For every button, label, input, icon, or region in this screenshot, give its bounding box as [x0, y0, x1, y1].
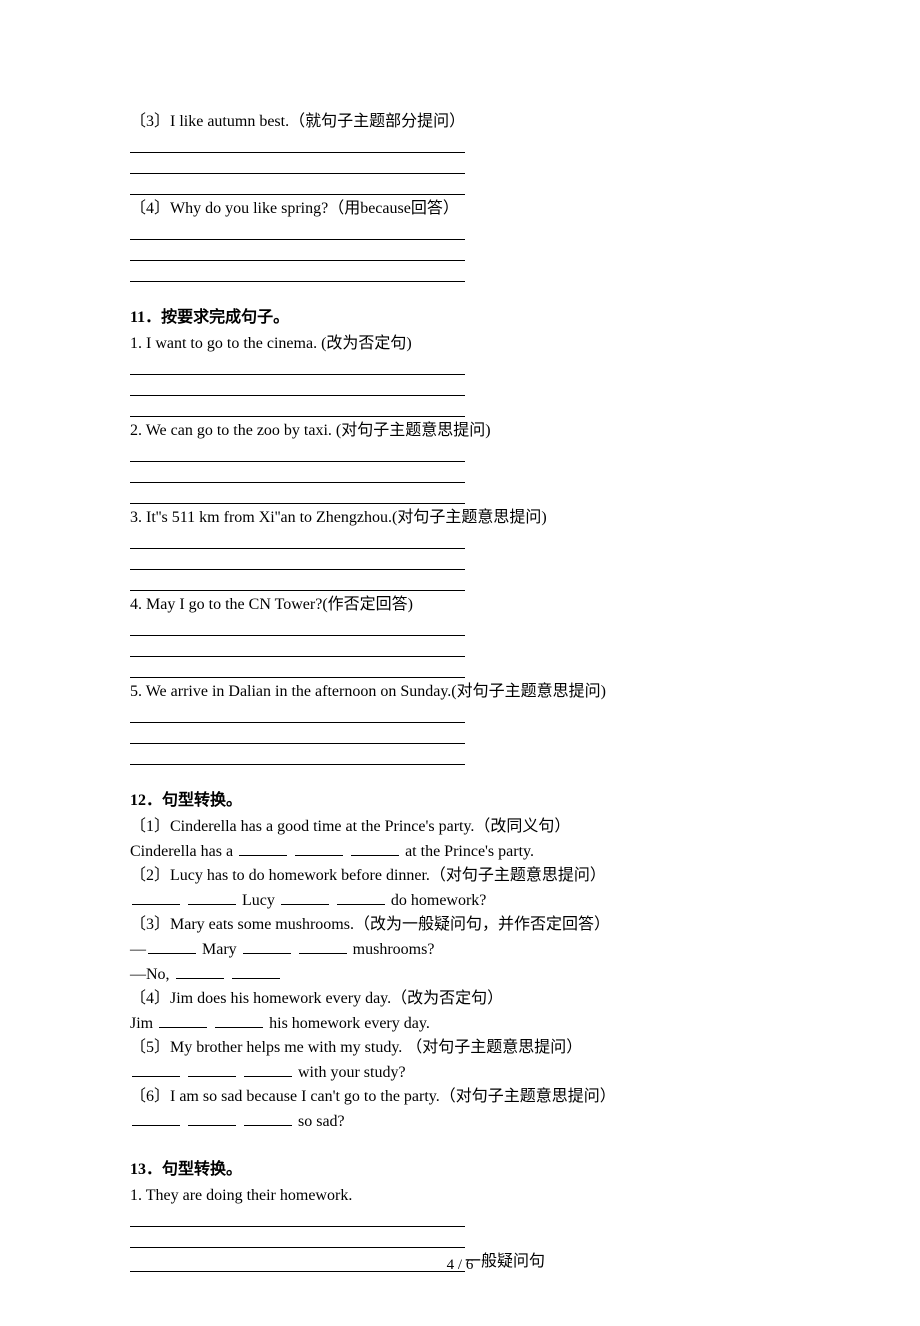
blank [215, 1011, 263, 1028]
text: with your study? [294, 1064, 406, 1081]
answer-line [130, 155, 465, 174]
blank [188, 888, 236, 905]
answer-line [130, 746, 465, 765]
q12-sub2-q: 〔2〕Lucy has to do homework before dinner… [130, 864, 790, 888]
blank [132, 1060, 180, 1077]
text: do homework? [387, 892, 487, 909]
blank [148, 937, 196, 954]
q11-item-1-text: 1. I want to go to the cinema. (改为否定句) [130, 332, 790, 356]
blank [176, 962, 224, 979]
answer-line [130, 356, 465, 375]
text: his homework every day. [265, 1015, 430, 1032]
q12-sub5-q: 〔5〕My brother helps me with my study. （对… [130, 1036, 790, 1060]
q10-sub4: 〔4〕Why do you like spring?（用because回答） [130, 197, 790, 282]
answer-line [130, 263, 465, 282]
blank [281, 888, 329, 905]
q11-item-5-text: 5. We arrive in Dalian in the afternoon … [130, 680, 790, 704]
text: — [130, 941, 146, 958]
q11-item-5: 5. We arrive in Dalian in the afternoon … [130, 680, 790, 765]
blank [243, 937, 291, 954]
q11-item-2-text: 2. We can go to the zoo by taxi. (对句子主题意… [130, 419, 790, 443]
text: mushrooms? [349, 941, 435, 958]
answer-line [130, 1229, 465, 1248]
text: —No, [130, 966, 174, 983]
q12-sub4-a: Jim his homework every day. [130, 1011, 790, 1036]
answer-line [130, 443, 465, 462]
q11-item-3-text: 3. It''s 511 km from Xi''an to Zhengzhou… [130, 506, 790, 530]
q12-sub3-q: 〔3〕Mary eats some mushrooms.（改为一般疑问句，并作否… [130, 913, 790, 937]
text: Mary [198, 941, 241, 958]
blank [188, 1109, 236, 1126]
blank [132, 1109, 180, 1126]
blank [244, 1109, 292, 1126]
answer-line [130, 638, 465, 657]
blank [232, 962, 280, 979]
q12-sub5-a: with your study? [130, 1060, 790, 1085]
q11-item-3: 3. It''s 511 km from Xi''an to Zhengzhou… [130, 506, 790, 591]
answer-line [130, 704, 465, 723]
blank [239, 839, 287, 856]
blank [188, 1060, 236, 1077]
answer-line [130, 176, 465, 195]
text: at the Prince's party. [401, 843, 534, 860]
answer-line [130, 1208, 465, 1227]
blank [351, 839, 399, 856]
blank [244, 1060, 292, 1077]
answer-line [130, 551, 465, 570]
q11-item-1: 1. I want to go to the cinema. (改为否定句) [130, 332, 790, 417]
q11-heading: 11．按要求完成句子。 [130, 306, 790, 330]
q12-sub6-a: so sad? [130, 1109, 790, 1134]
answer-line [130, 530, 465, 549]
blank [337, 888, 385, 905]
blank [159, 1011, 207, 1028]
text: so sad? [294, 1113, 345, 1130]
blank [299, 937, 347, 954]
q12-sub4-q: 〔4〕Jim does his homework every day.（改为否定… [130, 987, 790, 1011]
blank [132, 888, 180, 905]
answer-line [130, 398, 465, 417]
q12-sub1-a: Cinderella has a at the Prince's party. [130, 839, 790, 864]
q12-sub1-q: 〔1〕Cinderella has a good time at the Pri… [130, 815, 790, 839]
answer-line [130, 242, 465, 261]
text: Jim [130, 1015, 157, 1032]
q10-sub3: 〔3〕I like autumn best.（就句子主题部分提问） [130, 110, 790, 195]
answer-line [130, 377, 465, 396]
q13-sub1-text: 1. They are doing their homework. [130, 1184, 790, 1208]
q12-sub6-q: 〔6〕I am so sad because I can't go to the… [130, 1085, 790, 1109]
q12-sub3-a1: — Mary mushrooms? [130, 937, 790, 962]
q10-sub3-text: 〔3〕I like autumn best.（就句子主题部分提问） [130, 110, 790, 134]
q11-item-2: 2. We can go to the zoo by taxi. (对句子主题意… [130, 419, 790, 504]
q12-sub3-a2: —No, [130, 962, 790, 987]
text: Lucy [238, 892, 279, 909]
q11-item-4: 4. May I go to the CN Tower?(作否定回答) [130, 593, 790, 678]
answer-line [130, 464, 465, 483]
q12-sub2-a: Lucy do homework? [130, 888, 790, 913]
answer-line [130, 659, 465, 678]
answer-line [130, 485, 465, 504]
answer-line [130, 221, 465, 240]
q10-sub4-text: 〔4〕Why do you like spring?（用because回答） [130, 197, 790, 221]
q13-heading: 13．句型转换。 [130, 1158, 790, 1182]
text: Cinderella has a [130, 843, 237, 860]
answer-line [130, 134, 465, 153]
answer-line [130, 617, 465, 636]
page-number: 4 / 6 [0, 1254, 920, 1277]
answer-line [130, 725, 465, 744]
blank [295, 839, 343, 856]
answer-line [130, 572, 465, 591]
q11-item-4-text: 4. May I go to the CN Tower?(作否定回答) [130, 593, 790, 617]
q12-heading: 12．句型转换。 [130, 789, 790, 813]
